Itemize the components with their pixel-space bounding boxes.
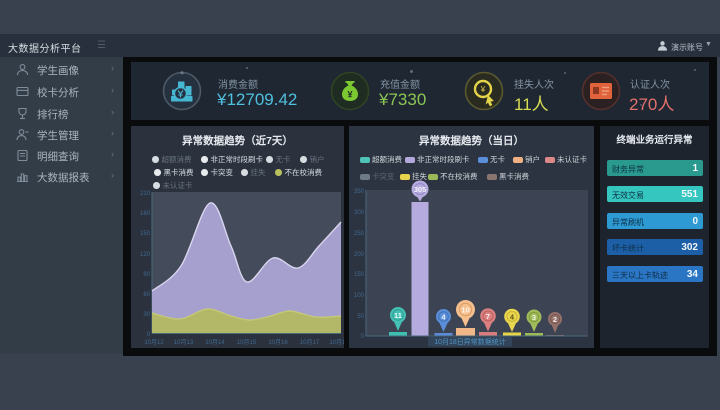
svg-text:¥: ¥ [480,85,486,94]
svg-text:210: 210 [140,191,151,197]
svg-text:4: 4 [441,312,446,321]
svg-text:50: 50 [357,314,364,320]
svg-text:0: 0 [361,334,365,340]
svg-text:60: 60 [143,292,150,298]
svg-text:¥: ¥ [347,90,352,100]
svg-text:30: 30 [143,312,150,318]
svg-text:10月14: 10月14 [205,339,225,346]
svg-text:350: 350 [354,189,365,195]
svg-text:3: 3 [532,313,536,322]
svg-text:305: 305 [414,185,427,194]
svg-text:11: 11 [394,311,402,320]
svg-text:0: 0 [147,332,151,338]
svg-text:120: 120 [140,252,151,258]
svg-text:150: 150 [140,231,151,237]
svg-text:10月18日异常数据统计: 10月18日异常数据统计 [434,337,506,346]
svg-text:2: 2 [553,315,557,324]
svg-text:180: 180 [140,211,151,217]
svg-text:300: 300 [354,210,365,216]
svg-text:200: 200 [354,252,365,258]
svg-text:10月13: 10月13 [174,339,194,346]
svg-text:4: 4 [510,312,515,321]
svg-text:100: 100 [354,293,365,299]
svg-text:10月18: 10月18 [329,339,344,346]
svg-text:90: 90 [143,272,150,278]
svg-text:7: 7 [486,312,490,321]
svg-text:10: 10 [461,305,469,314]
svg-text:10月15: 10月15 [237,339,257,346]
svg-text:250: 250 [354,231,365,237]
svg-text:150: 150 [354,272,365,278]
svg-text:10月16: 10月16 [268,339,288,346]
svg-text:10月17: 10月17 [300,339,320,346]
svg-text:10月12: 10月12 [144,339,164,346]
